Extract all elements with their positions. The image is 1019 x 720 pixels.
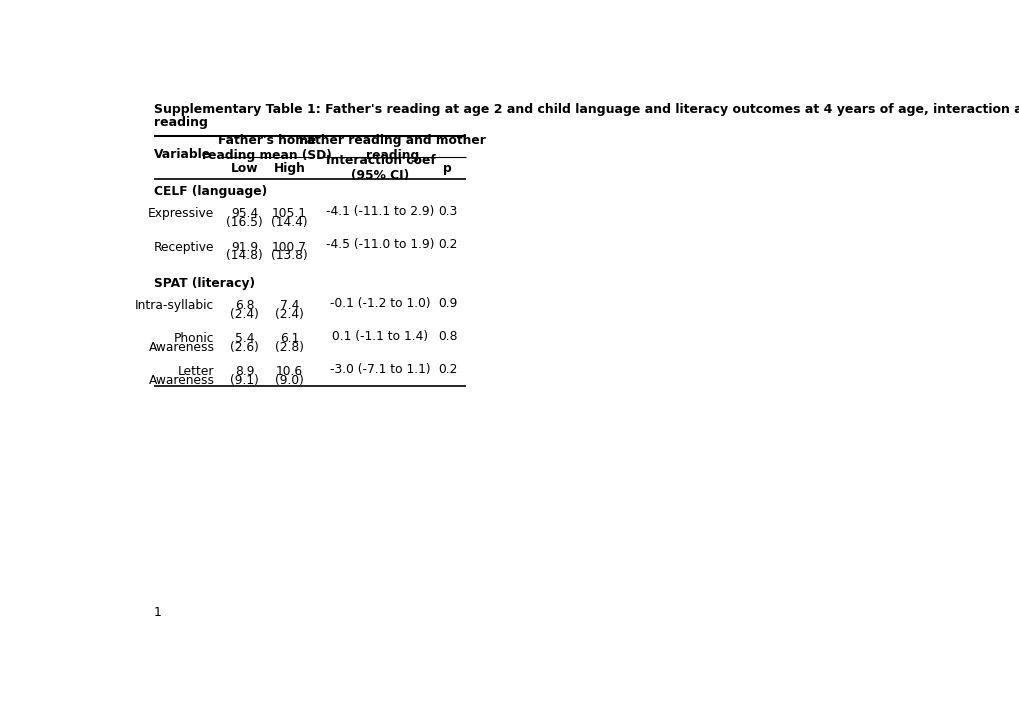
Text: 0.1 (-1.1 to 1.4): 0.1 (-1.1 to 1.4) — [332, 330, 428, 343]
Text: 91.9: 91.9 — [230, 240, 258, 253]
Text: -4.5 (-11.0 to 1.9): -4.5 (-11.0 to 1.9) — [326, 238, 434, 251]
Text: (2.8): (2.8) — [275, 341, 304, 354]
Text: 105.1: 105.1 — [272, 207, 307, 220]
Text: 1: 1 — [154, 606, 161, 618]
Text: SPAT (literacy): SPAT (literacy) — [154, 276, 255, 289]
Text: Phonic: Phonic — [174, 332, 214, 345]
Text: -0.1 (-1.2 to 1.0): -0.1 (-1.2 to 1.0) — [330, 297, 430, 310]
Text: Letter: Letter — [177, 365, 214, 378]
Text: (13.8): (13.8) — [271, 249, 308, 262]
Text: CELF (language): CELF (language) — [154, 185, 266, 198]
Text: (16.5): (16.5) — [226, 216, 263, 229]
Text: 7.4: 7.4 — [279, 299, 299, 312]
Text: Interaction coef
(95% CI): Interaction coef (95% CI) — [325, 154, 435, 182]
Text: 10.6: 10.6 — [276, 365, 303, 378]
Text: Variable: Variable — [154, 148, 211, 161]
Text: (14.8): (14.8) — [226, 249, 263, 262]
Text: Father reading and mother
reading: Father reading and mother reading — [299, 134, 485, 162]
Text: reading: reading — [154, 117, 207, 130]
Text: (2.4): (2.4) — [275, 307, 304, 320]
Text: 6.1: 6.1 — [279, 332, 299, 345]
Text: Awareness: Awareness — [149, 341, 214, 354]
Text: -3.0 (-7.1 to 1.1): -3.0 (-7.1 to 1.1) — [330, 363, 430, 376]
Text: -4.1 (-11.1 to 2.9): -4.1 (-11.1 to 2.9) — [326, 205, 434, 218]
Text: Receptive: Receptive — [154, 240, 214, 253]
Text: 0.3: 0.3 — [437, 205, 457, 218]
Text: High: High — [273, 162, 306, 175]
Text: Intra-syllabic: Intra-syllabic — [136, 299, 214, 312]
Text: 0.2: 0.2 — [437, 363, 457, 376]
Text: 8.9: 8.9 — [234, 365, 254, 378]
Text: Father's home
reading mean (SD): Father's home reading mean (SD) — [202, 134, 331, 162]
Text: Low: Low — [230, 162, 258, 175]
Text: Supplementary Table 1: Father's reading at age 2 and child language and literacy: Supplementary Table 1: Father's reading … — [154, 103, 1019, 116]
Text: Expressive: Expressive — [148, 207, 214, 220]
Text: 6.8: 6.8 — [234, 299, 254, 312]
Text: (9.1): (9.1) — [230, 374, 259, 387]
Text: 100.7: 100.7 — [272, 240, 307, 253]
Text: 95.4: 95.4 — [230, 207, 258, 220]
Text: (9.0): (9.0) — [275, 374, 304, 387]
Text: 5.4: 5.4 — [234, 332, 254, 345]
Text: 0.8: 0.8 — [437, 330, 457, 343]
Text: Awareness: Awareness — [149, 374, 214, 387]
Text: (2.6): (2.6) — [230, 341, 259, 354]
Text: 0.2: 0.2 — [437, 238, 457, 251]
Text: (14.4): (14.4) — [271, 216, 308, 229]
Text: 0.9: 0.9 — [437, 297, 457, 310]
Text: p: p — [443, 162, 451, 175]
Text: (2.4): (2.4) — [230, 307, 259, 320]
